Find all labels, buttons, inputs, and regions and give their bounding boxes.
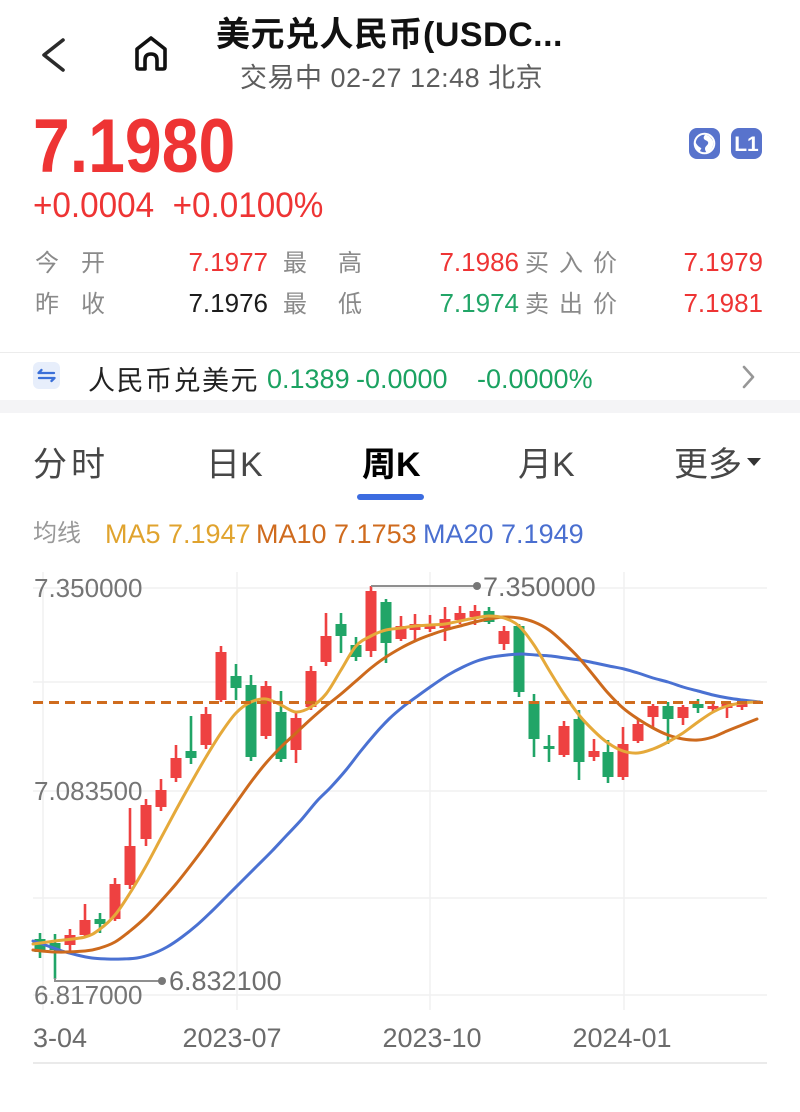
svg-text:3-04: 3-04 xyxy=(33,1016,87,1055)
svg-text:2023-10: 2023-10 xyxy=(382,1016,481,1055)
svg-text:2023-07: 2023-07 xyxy=(182,1016,281,1055)
svg-text:7.350000: 7.350000 xyxy=(34,568,142,605)
svg-text:7.350000: 7.350000 xyxy=(483,565,596,604)
svg-text:7.083500: 7.083500 xyxy=(34,771,142,808)
svg-text:6.817000: 6.817000 xyxy=(34,975,142,1012)
svg-text:6.832100: 6.832100 xyxy=(169,959,282,998)
svg-text:2024-01: 2024-01 xyxy=(572,1016,671,1055)
